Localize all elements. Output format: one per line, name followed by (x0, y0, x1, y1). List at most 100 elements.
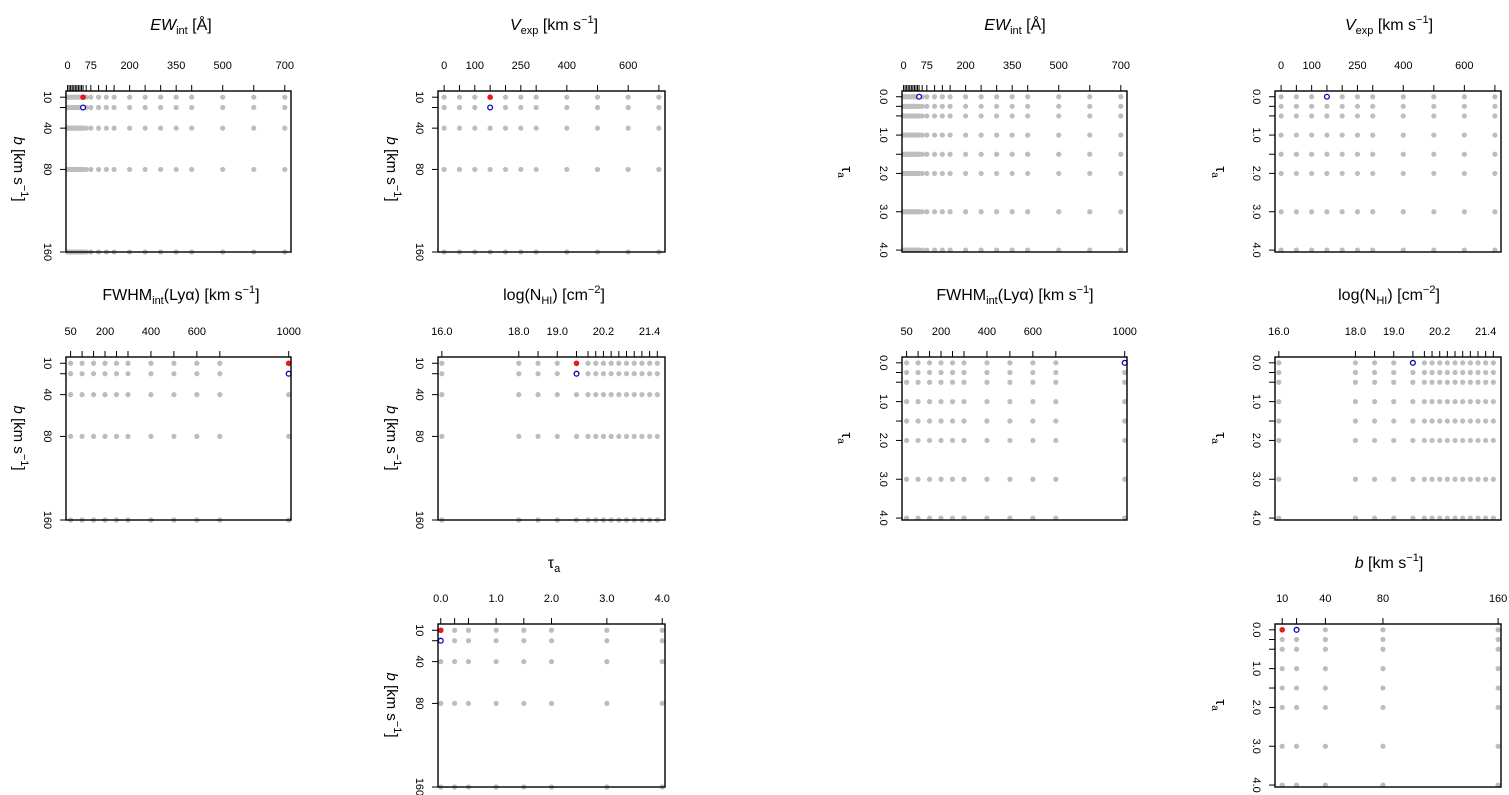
grid-point (516, 371, 522, 377)
grid-point (102, 392, 108, 398)
grid-point (919, 209, 925, 215)
grid-point (1278, 103, 1284, 109)
grid-point (947, 151, 953, 157)
grid-point (88, 104, 94, 111)
grid-point (924, 113, 930, 119)
grid-point (217, 433, 223, 440)
grid-point (931, 103, 938, 109)
grid-point (1490, 379, 1496, 385)
grid-point (931, 113, 938, 119)
grid-point (1475, 379, 1481, 385)
grid-point (1467, 476, 1473, 482)
grid-point (79, 392, 85, 398)
grid-point (456, 125, 463, 131)
plot-frame (65, 90, 292, 253)
grid-point (949, 379, 956, 385)
grid-point (994, 94, 1000, 100)
grid-point (1495, 666, 1501, 672)
grid-point (594, 104, 601, 111)
x-tick-label: 700 (1112, 60, 1130, 72)
grid-point (1087, 113, 1093, 119)
grid-point (1431, 113, 1437, 119)
grid-point (947, 170, 953, 177)
panel-p3: 0 75 200 350 500 700 0.0 1.0 2.0 3.0 4.0 (877, 60, 1130, 258)
grid-point (1118, 132, 1124, 138)
x-tick-label: 4.0 (655, 593, 670, 605)
x-tick-label: 500 (214, 60, 232, 72)
grid-point (564, 166, 570, 173)
ylabel-tau-p8: τa (1209, 432, 1229, 444)
grid-point (441, 125, 447, 131)
x-tick-label: 75 (85, 60, 97, 72)
y-tick-label: 1.0 (877, 394, 889, 409)
grid-point (1380, 666, 1386, 672)
grid-point (554, 392, 560, 398)
grid-point (903, 360, 910, 366)
grid-point (1370, 94, 1376, 100)
grid-point (1380, 685, 1386, 691)
grid-point (1429, 437, 1435, 444)
best-fit-point (1279, 627, 1285, 633)
grid-point (1492, 170, 1498, 177)
grid-point (1087, 132, 1093, 138)
ylabel-b-p1: b [km s−1] (10, 136, 30, 201)
grid-point (947, 132, 953, 138)
y-tick-label: 0.0 (877, 89, 889, 104)
grid-point (113, 392, 120, 398)
grid-point (1371, 476, 1378, 482)
y-tick-label: 160 (41, 511, 53, 529)
title-nh-p6: log(NHI) [cm−2] (503, 284, 605, 307)
grid-point (1352, 379, 1359, 385)
grid-point (1087, 151, 1093, 157)
grid-point (915, 360, 921, 366)
grid-point (1490, 476, 1496, 482)
grid-point (915, 379, 921, 385)
grid-point (984, 369, 990, 376)
grid-point (535, 371, 541, 377)
grid-point (984, 476, 990, 482)
y-tick-label: 2.0 (877, 433, 889, 448)
grid-point (1495, 743, 1501, 749)
grid-point (441, 94, 447, 100)
grid-point (1437, 476, 1443, 482)
x-tick-label: 0 (441, 60, 447, 72)
grid-point (217, 371, 223, 377)
grid-point (127, 125, 133, 131)
grid-point (1279, 743, 1285, 749)
grid-point (600, 360, 607, 366)
grid-point (1475, 360, 1481, 366)
grid-point (1490, 399, 1496, 405)
x-tick-label: 350 (1003, 60, 1021, 72)
true-model-point (1409, 359, 1416, 366)
grid-point (113, 360, 120, 366)
grid-point (1279, 685, 1285, 691)
panel-p9: 0.0 1.0 2.0 3.0 4.0 10 40 80 160 (413, 593, 670, 795)
grid-point (631, 371, 637, 377)
x-tick-label: 700 (276, 60, 294, 72)
grid-point (441, 166, 447, 173)
grid-point (102, 360, 108, 366)
y-tick-label: 1.0 (1250, 661, 1262, 676)
grid-point (1276, 379, 1282, 385)
grid-point (125, 433, 131, 440)
grid-point (452, 659, 458, 665)
y-tick-label: 1.0 (1250, 127, 1262, 142)
grid-point (1410, 437, 1416, 444)
grid-point (1309, 103, 1315, 109)
grid-point (1371, 437, 1378, 444)
x-tick-label: 20.2 (1429, 326, 1450, 338)
grid-point (1278, 113, 1284, 119)
grid-point (1429, 369, 1435, 376)
plot-frame (901, 356, 1128, 521)
grid-point (1391, 418, 1397, 424)
grid-point (915, 369, 921, 376)
grid-point (1492, 132, 1498, 138)
grid-point (623, 360, 630, 366)
grid-point (604, 700, 610, 707)
grid-point (1293, 170, 1299, 177)
grid-point (1410, 369, 1416, 376)
y-tick-label: 160 (41, 243, 53, 261)
grid-point (1391, 360, 1397, 366)
grid-point (616, 371, 622, 377)
grid-point (903, 437, 910, 444)
